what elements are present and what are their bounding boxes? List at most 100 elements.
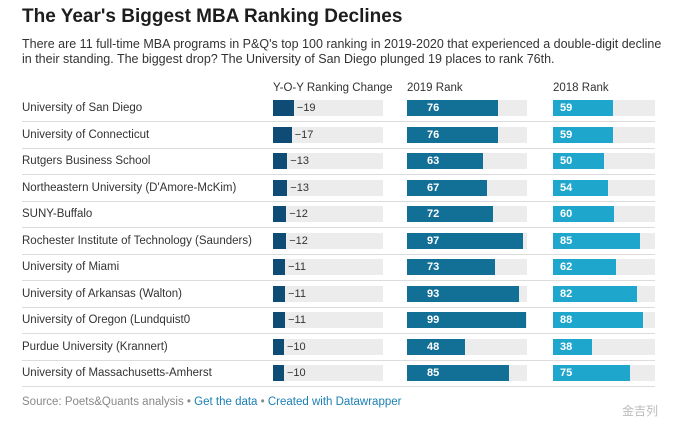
change-bar-background [273,259,383,275]
rank-2018-bar [553,365,630,381]
change-value: −11 [288,314,306,326]
change-value: −13 [290,155,309,167]
change-bar-background [273,179,383,196]
chart-title: The Year's Biggest MBA Ranking Declines [22,6,403,27]
change-value: −19 [296,102,316,114]
school-name: Rochester Institute of Technology (Saund… [22,234,252,247]
change-bar [273,312,286,328]
change-value: −12 [289,208,308,220]
change-value: −11 [288,261,306,273]
table-row: Rutgers Business School −13 63 50 [22,148,655,175]
table-row: Rochester Institute of Technology (Saund… [22,228,655,255]
rank-2019-value: 99 [427,314,440,326]
rank-2018-value: 88 [560,314,573,326]
rank-2018-bar [553,126,614,143]
change-bar [273,179,288,196]
change-value: −10 [287,340,306,353]
school-name: SUNY-Buffalo [22,208,93,220]
change-bar-background [273,232,383,249]
chart-footer: Source: Poets&Quants analysis • Get the … [22,396,401,408]
column-header-change[interactable]: Y-O-Y Ranking Change [273,82,393,94]
change-value: −17 [294,128,314,141]
footer-separator: • [257,396,268,408]
change-bar [273,232,287,249]
table-row: SUNY-Buffalo −12 72 60 [22,201,655,228]
get-the-data-link[interactable]: Get the data [194,396,258,408]
rank-2019-value: 63 [427,155,440,167]
rank-2018-value: 82 [560,287,573,300]
change-bar-background [273,206,383,222]
change-bar-background [273,285,383,302]
rank-2019-bar [407,179,488,196]
rank-2018-bar [553,285,637,302]
table-row: University of Massachusetts-Amherst −10 85… [22,360,655,387]
rank-2019-bar [407,206,494,222]
rank-2018-bar [553,312,643,328]
change-bar [273,259,286,275]
rank-2018-bar [553,206,615,222]
rank-2019-bar [407,126,499,143]
table-row: University of Arkansas (Walton) −11 93 82 [22,281,655,308]
rank-2018-bar [553,232,640,249]
rank-2019-bar [407,100,499,116]
rank-2018-bar [553,259,617,275]
rank-2018-value: 62 [560,261,573,273]
rank-2018-value: 75 [560,367,573,379]
change-bar-background [273,338,383,355]
change-bar [273,100,294,116]
change-value: −12 [289,234,308,247]
rank-2019-value: 76 [427,128,440,141]
rank-2018-bar [553,179,609,196]
school-name: University of Arkansas (Walton) [22,287,182,300]
rank-2019-bar [407,338,465,355]
change-value: −13 [290,181,309,194]
rank-2019-value: 76 [427,102,440,114]
change-bar [273,126,292,143]
school-name: Rutgers Business School [22,155,151,167]
rank-2019-bar [407,153,483,169]
rank-2018-value: 85 [560,234,573,247]
school-name: University of San Diego [22,102,143,114]
change-bar [273,285,286,302]
change-bar [273,206,287,222]
rank-2019-value: 48 [427,340,440,353]
change-bar-background [273,100,383,116]
rank-2019-value: 67 [427,181,440,194]
column-header-2018-rank[interactable]: 2018 Rank [553,82,609,94]
school-name: University of Oregon (Lundquist0 [22,314,191,326]
rank-2019-value: 93 [427,287,440,300]
school-name: University of Connecticut [22,128,150,141]
rank-2019-bar [407,285,519,302]
column-header-2019-rank[interactable]: 2019 Rank [407,82,463,94]
rank-2019-value: 72 [427,208,440,220]
rank-2019-bar [407,312,526,328]
rank-2018-value: 54 [560,181,573,194]
watermark-logo: 金吉列 [622,404,659,418]
change-bar [273,365,284,381]
school-name: University of Massachusetts-Amherst [22,367,212,379]
rank-2019-value: 85 [427,367,440,379]
school-name: Purdue University (Krannert) [22,340,168,353]
table-row: University of San Diego −19 76 59 [22,95,655,122]
rank-2018-value: 50 [560,155,573,167]
change-value: −10 [287,367,306,379]
source-note: Source: Poets&Quants analysis [22,396,184,408]
created-with-datawrapper-link[interactable]: Created with Datawrapper [267,396,402,408]
rank-2019-bar [407,259,495,275]
rank-2019-value: 97 [427,234,440,247]
table-row: Purdue University (Krannert) −10 48 38 [22,334,655,361]
change-bar-background [273,153,383,169]
rank-2018-bar [553,338,592,355]
table-row: University of Oregon (Lundquist0 −11 99 88 [22,307,655,334]
rank-2018-bar [553,100,614,116]
rank-2018-value: 38 [560,340,573,353]
school-name: University of Miami [22,261,120,273]
change-value: −11 [288,287,306,300]
table-row: University of Miami −11 73 62 [22,254,655,281]
rank-2018-value: 59 [560,128,573,141]
rank-2019-bar [407,232,524,249]
rank-2018-value: 60 [560,208,573,220]
rank-2019-bar [407,365,509,381]
chart-subtitle: There are 11 full-time MBA programs in P… [22,37,662,66]
rank-2019-value: 73 [427,261,440,273]
